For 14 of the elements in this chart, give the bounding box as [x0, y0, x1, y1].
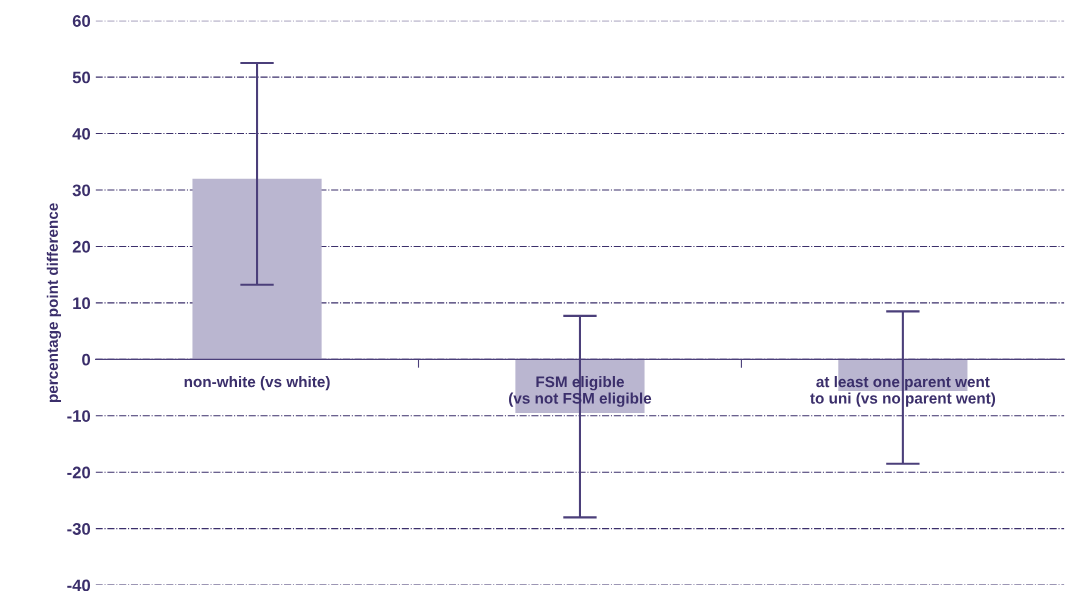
y-tick-label: -40: [67, 579, 91, 591]
y-tick-label: -30: [67, 523, 91, 535]
y-tick-label: -20: [67, 466, 91, 479]
y-tick-label: 40: [72, 127, 91, 140]
y-tick-label: 0: [82, 353, 91, 366]
x-tick-label: non-white (vs white): [184, 375, 330, 391]
y-tick-label: 20: [72, 240, 91, 253]
y-axis-title: percentage point difference: [46, 203, 62, 403]
y-tick-label: 60: [72, 15, 91, 27]
y-tick-label: 30: [72, 184, 91, 197]
y-tick-label: 50: [72, 71, 91, 84]
y-tick-label: 10: [73, 297, 91, 310]
y-tick-label: -10: [67, 410, 91, 422]
x-tick-label: at least one parent went to uni (vs no parent went): [810, 375, 996, 407]
